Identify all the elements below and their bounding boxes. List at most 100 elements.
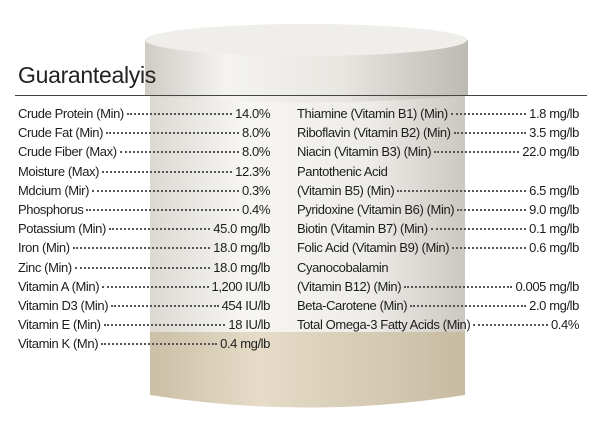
dot-leader xyxy=(473,324,548,327)
dot-leader xyxy=(106,132,239,135)
nutrient-value: 1.8 mg/lb xyxy=(529,106,579,121)
dot-leader xyxy=(103,324,226,327)
nutrient-value: 0.005 mg/lb xyxy=(515,278,579,294)
nutrient-row: Niacin (Vitamin B3) (Min) 22.0 mg/lb xyxy=(297,144,579,163)
nutrient-row: Vitamin A (Min) 1,200 IU/lb xyxy=(18,279,270,298)
nutrient-name: Crude Fat (Min) xyxy=(18,125,104,141)
nutrient-name: Iron (Min) xyxy=(18,240,70,256)
title: Guarantealyis xyxy=(18,62,157,88)
nutrient-value: 18.0 mg/lb xyxy=(213,240,270,256)
nutrient-value: 0.4 mg/lb xyxy=(220,336,270,352)
nutrient-row: Beta-Carotene (Min) 2.0 mg/lb xyxy=(297,298,579,317)
nutrient-name: Vitamin A (Min) xyxy=(18,278,100,294)
nutrient-name: Potassium (Min) xyxy=(18,221,106,237)
nutrient-row: Total Omega-3 Fatty Acids (Min) 0.4% xyxy=(297,317,579,336)
nutrient-value: 1,200 IU/lb xyxy=(211,278,271,294)
nutrient-name: Crude Fiber (Max) xyxy=(18,144,117,160)
nutrient-row: Riboflavin (Vitamin B2) (Min) 3.5 mg/lb xyxy=(297,125,579,144)
nutrient-row: Biotin (Vitamin B7) (Min) 0.1 mg/lb xyxy=(297,221,579,240)
nutrient-name: Zinc (Min) xyxy=(18,259,72,275)
right-column: Thiamine (Vitamin B1) (Min) 1.8 mg/lb Ribo… xyxy=(297,106,579,336)
nutrient-value: 9.0 mg/lb xyxy=(529,201,579,217)
nutrient-name: Riboflavin (Vitamin B2) (Min) xyxy=(297,125,451,141)
nutrient-name: Total Omega-3 Fatty Acids (Min) xyxy=(297,317,471,333)
nutrient-value: 3.5 mg/lb xyxy=(529,125,579,141)
nutrient-name: Crude Protein (Min) xyxy=(18,106,124,121)
nutrient-name: Mdcium (Mir) xyxy=(18,182,90,198)
nutrient-name: Phosphorus xyxy=(18,201,84,217)
nutrient-value: 14.0% xyxy=(235,106,270,121)
nutrient-value: 2.0 mg/lb xyxy=(529,297,579,313)
nutrient-row: Crude Fat (Min) 8.0% xyxy=(18,125,270,144)
nutrient-value: 0.4% xyxy=(550,317,579,333)
nutrient-row: Crude Fiber (Max) 8.0% xyxy=(18,144,270,163)
nutrient-name: Vitamin K (Mn) xyxy=(18,336,99,352)
dot-leader xyxy=(111,304,219,307)
dot-leader xyxy=(452,247,527,250)
nutrient-name: Folic Acid (Vitamin B9) (Min) xyxy=(297,240,450,256)
nutrient-name: Thiamine (Vitamin B1) (Min) xyxy=(297,106,448,121)
dot-leader xyxy=(108,228,211,231)
dot-leader xyxy=(102,170,233,173)
nutrient-row: Pyridoxine (Vitamin B6) (Min) 9.0 mg/lb xyxy=(297,202,579,221)
nutrient-value: 0.1 mg/lb xyxy=(529,221,579,237)
dot-leader xyxy=(126,113,233,115)
nutrient-value: 8.0% xyxy=(241,144,270,160)
dot-leader xyxy=(404,285,513,288)
nutrient-value: 0.6 mg/lb xyxy=(529,240,579,256)
nutrient-value: 12.3% xyxy=(235,163,270,179)
dot-leader xyxy=(101,343,218,346)
left-column: Crude Protein (Min) 14.0% Crude Fat (Min) 8… xyxy=(18,106,270,355)
nutrient-value: 18 IU/lb xyxy=(228,317,270,333)
nutrient-row: Iron (Min) 18.0 mg/lb xyxy=(18,240,270,259)
nutrient-value: 45.0 mg/lb xyxy=(213,221,270,237)
nutrient-name: (Vitamin B12) (Min) xyxy=(297,278,402,294)
dot-leader xyxy=(430,228,527,231)
nutrient-row: (Vitamin B12) (Min) 0.005 mg/lb xyxy=(297,279,579,298)
nutrient-row: Vitamin E (Min) 18 IU/lb xyxy=(18,317,270,336)
nutrient-row: Mdcium (Mir) 0.3% xyxy=(18,183,270,202)
nutrient-name: Moisture (Max) xyxy=(18,163,100,179)
nutrient-row: Folic Acid (Vitamin B9) (Min) 0.6 mg/lb xyxy=(297,240,579,259)
nutrient-row: Vitamin K (Mn) 0.4 mg/lb xyxy=(18,336,270,355)
dot-leader xyxy=(102,285,209,288)
dot-leader xyxy=(74,266,211,269)
nutrient-value: 22.0 mg/lb xyxy=(522,144,579,160)
nutrient-value: 8.0% xyxy=(241,125,270,141)
nutrient-name: Cyanocobalamin xyxy=(297,259,389,275)
dot-leader xyxy=(72,247,211,250)
dot-leader xyxy=(119,151,239,154)
nutrient-row: Cyanocobalamin xyxy=(297,260,579,279)
nutrient-value: 0.4% xyxy=(241,201,270,217)
dot-leader xyxy=(450,113,527,115)
dot-leader xyxy=(434,151,520,154)
nutrient-name: Niacin (Vitamin B3) (Min) xyxy=(297,144,432,160)
nutrient-row: Pantothenic Acid xyxy=(297,164,579,183)
nutrient-row: (Vitamin B5) (Min) 6.5 mg/lb xyxy=(297,183,579,202)
divider xyxy=(15,95,587,96)
nutrient-row: Zinc (Min) 18.0 mg/lb xyxy=(18,260,270,279)
nutrient-name: Vitamin D3 (Min) xyxy=(18,297,109,313)
nutrient-row: Vitamin D3 (Min) 454 IU/lb xyxy=(18,298,270,317)
dot-leader xyxy=(457,208,527,211)
dot-leader xyxy=(410,304,527,307)
nutrient-value: 454 IU/lb xyxy=(221,297,271,313)
nutrient-name: Vitamin E (Min) xyxy=(18,317,101,333)
dot-leader xyxy=(86,208,239,211)
dot-leader xyxy=(453,132,527,135)
nutrient-row: Moisture (Max) 12.3% xyxy=(18,164,270,183)
nutrient-name: (Vitamin B5) (Min) xyxy=(297,182,395,198)
dot-leader xyxy=(92,189,239,192)
nutrient-row: Thiamine (Vitamin B1) (Min) 1.8 mg/lb xyxy=(297,106,579,125)
nutrient-value: 18.0 mg/lb xyxy=(213,259,270,275)
nutrient-row: Phosphorus 0.4% xyxy=(18,202,270,221)
nutrient-value: 6.5 mg/lb xyxy=(529,182,579,198)
nutrient-value: 0.3% xyxy=(241,182,270,198)
nutrient-name: Pyridoxine (Vitamin B6) (Min) xyxy=(297,201,455,217)
nutrient-name: Biotin (Vitamin B7) (Min) xyxy=(297,221,428,237)
nutrient-name: Beta-Carotene (Min) xyxy=(297,297,408,313)
nutrient-row: Potassium (Min) 45.0 mg/lb xyxy=(18,221,270,240)
nutrient-name: Pantothenic Acid xyxy=(297,163,388,179)
